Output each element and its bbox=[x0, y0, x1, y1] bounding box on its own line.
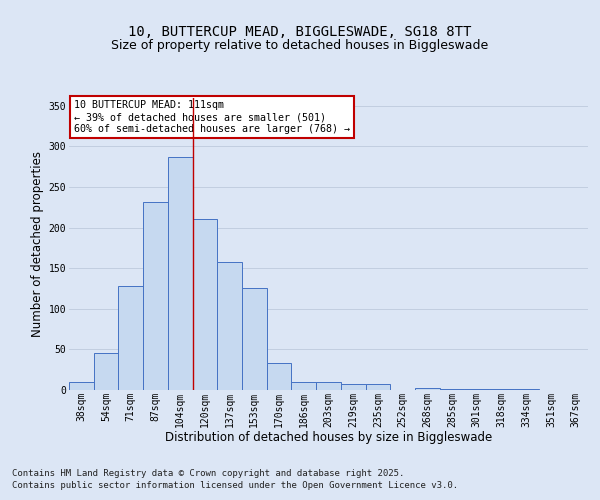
Y-axis label: Number of detached properties: Number of detached properties bbox=[31, 151, 44, 337]
Bar bbox=[69, 382, 94, 390]
Bar bbox=[267, 363, 292, 390]
Bar bbox=[118, 286, 143, 390]
Bar bbox=[193, 218, 217, 390]
Bar bbox=[242, 288, 267, 390]
X-axis label: Distribution of detached houses by size in Biggleswade: Distribution of detached houses by size … bbox=[165, 431, 492, 444]
Bar bbox=[94, 352, 118, 390]
Bar bbox=[143, 202, 168, 390]
Bar bbox=[168, 157, 193, 390]
Bar bbox=[464, 389, 489, 390]
Bar bbox=[217, 262, 242, 390]
Text: 10, BUTTERCUP MEAD, BIGGLESWADE, SG18 8TT: 10, BUTTERCUP MEAD, BIGGLESWADE, SG18 8T… bbox=[128, 26, 472, 40]
Bar bbox=[292, 382, 316, 390]
Bar bbox=[341, 384, 365, 390]
Bar bbox=[514, 389, 539, 390]
Text: 10 BUTTERCUP MEAD: 111sqm
← 39% of detached houses are smaller (501)
60% of semi: 10 BUTTERCUP MEAD: 111sqm ← 39% of detac… bbox=[74, 100, 350, 134]
Bar bbox=[489, 389, 514, 390]
Bar bbox=[365, 384, 390, 390]
Text: Size of property relative to detached houses in Biggleswade: Size of property relative to detached ho… bbox=[112, 38, 488, 52]
Bar bbox=[316, 382, 341, 390]
Text: Contains public sector information licensed under the Open Government Licence v3: Contains public sector information licen… bbox=[12, 482, 458, 490]
Bar bbox=[440, 389, 464, 390]
Text: Contains HM Land Registry data © Crown copyright and database right 2025.: Contains HM Land Registry data © Crown c… bbox=[12, 470, 404, 478]
Bar bbox=[415, 388, 440, 390]
